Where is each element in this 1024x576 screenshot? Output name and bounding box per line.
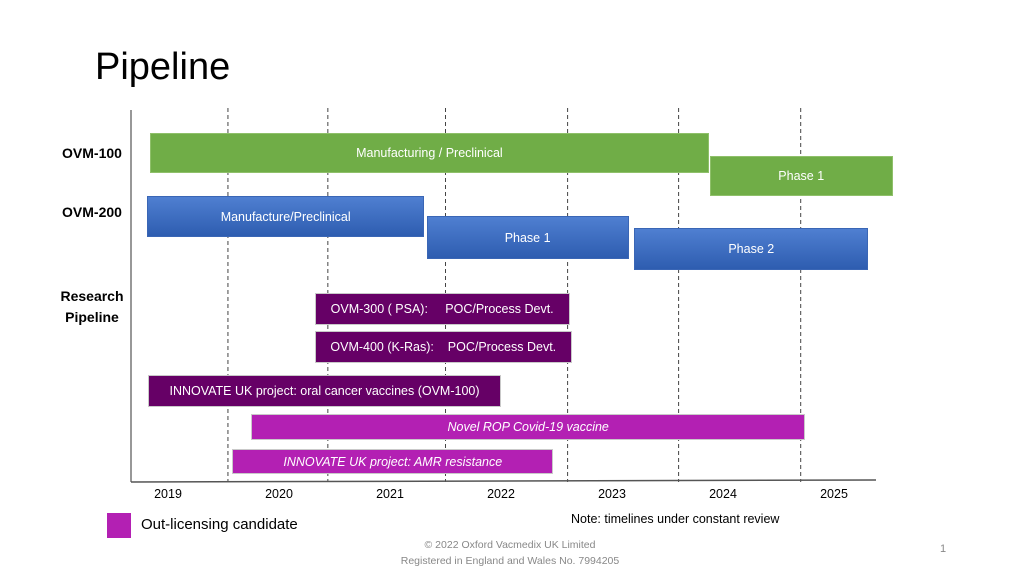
gantt-bar: Phase 2 — [634, 228, 869, 270]
gantt-bar: INNOVATE UK project: AMR resistance — [232, 449, 554, 474]
x-tick-label: 2021 — [376, 487, 404, 501]
x-tick-label: 2020 — [265, 487, 293, 501]
slide-title: Pipeline — [95, 46, 231, 88]
x-tick-label: 2023 — [598, 487, 626, 501]
x-tick-label: 2024 — [709, 487, 737, 501]
gantt-bar: Novel ROP Covid-19 vaccine — [251, 414, 806, 440]
gantt-bar: OVM-400 (K-Ras): POC/Process Devt. — [314, 331, 573, 363]
gantt-bar: Phase 1 — [709, 156, 893, 196]
footer-registration: Registered in England and Wales No. 7994… — [400, 555, 620, 567]
x-tick-label: 2019 — [154, 487, 182, 501]
gantt-bar: INNOVATE UK project: oral cancer vaccine… — [148, 375, 501, 407]
gantt-bar: Manufacture/Preclinical — [146, 196, 425, 237]
x-tick-label: 2022 — [487, 487, 515, 501]
row-label-research-pipeline: Research Pipeline — [60, 288, 124, 325]
gantt-bar: Manufacturing / Preclinical — [150, 133, 709, 173]
page-number: 1 — [940, 543, 947, 555]
x-axis — [130, 479, 877, 483]
legend-label: Out-licensing candidate — [141, 516, 298, 533]
x-tick-label: 2025 — [820, 487, 848, 501]
gantt-bar: Phase 1 — [426, 216, 629, 259]
row-label-ovm-100: OVM-100 — [62, 145, 122, 161]
row-label-ovm-200: OVM-200 — [62, 204, 122, 220]
legend-swatch-out-licensing — [107, 513, 131, 538]
gantt-bar: OVM-300 ( PSA): POC/Process Devt. — [314, 293, 570, 325]
timeline-note: Note: timelines under constant review — [571, 512, 780, 526]
footer-copyright: © 2022 Oxford Vacmedix UK Limited — [424, 539, 596, 551]
